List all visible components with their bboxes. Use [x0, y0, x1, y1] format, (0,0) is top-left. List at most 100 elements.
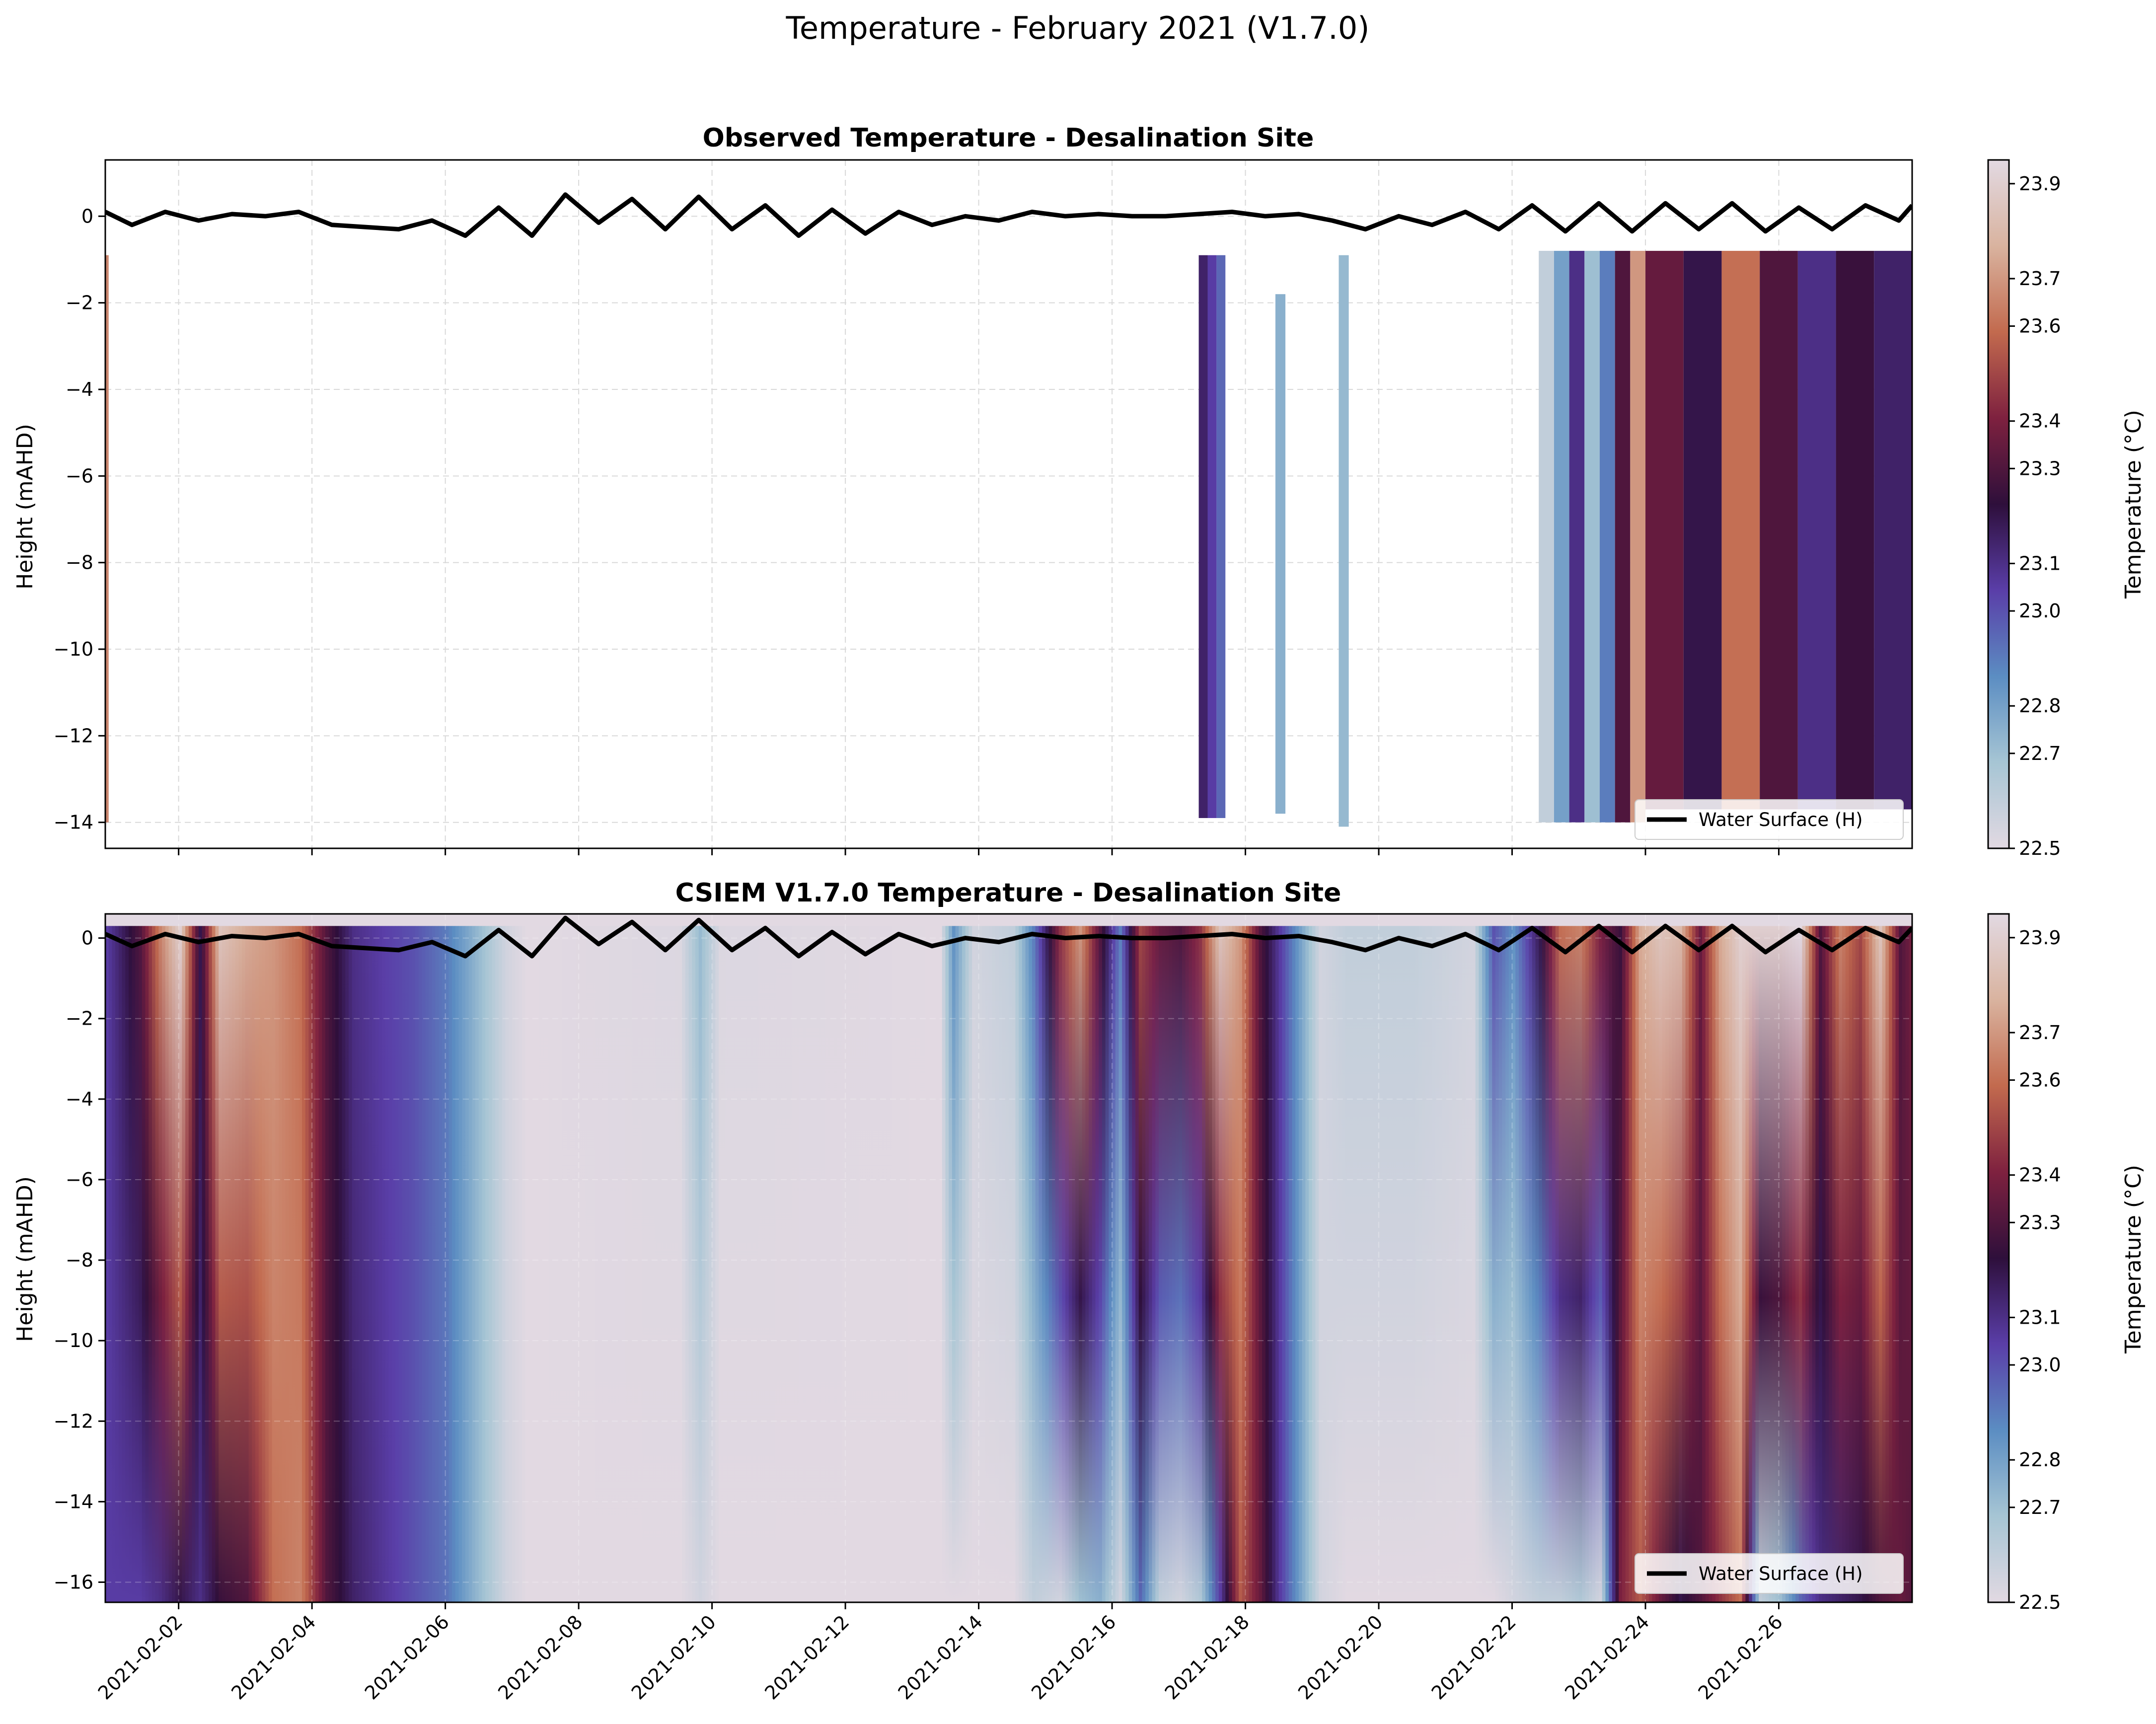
model-data-column	[1185, 926, 1190, 1602]
model-data-column	[485, 926, 489, 1602]
model-data-column	[758, 926, 763, 1602]
observed-data-strip	[1599, 251, 1615, 823]
model-heatmap	[105, 914, 1912, 1602]
model-data-column	[809, 926, 813, 1602]
model-data-column	[1775, 926, 1780, 1602]
model-data-column	[652, 926, 656, 1602]
model-data-column	[1169, 926, 1173, 1602]
model-data-column	[418, 926, 423, 1602]
model-data-column	[1262, 926, 1266, 1602]
model-data-column	[1682, 926, 1686, 1602]
model-data-column	[162, 926, 166, 1602]
model-data-column	[992, 926, 996, 1602]
observed-data-strip	[1216, 255, 1226, 818]
model-data-column	[908, 926, 913, 1602]
model-data-column	[238, 926, 242, 1602]
model-data-column	[799, 926, 803, 1602]
observed-data-strip	[1721, 251, 1760, 810]
model-data-column	[622, 926, 626, 1602]
model-data-column	[1399, 926, 1403, 1602]
model-data-column	[1109, 926, 1113, 1602]
colorbar-tick-label: 23.4	[2019, 410, 2061, 432]
model-data-column	[898, 926, 903, 1602]
model-data-column	[1312, 926, 1316, 1602]
observed-data-strip	[107, 255, 109, 823]
plot-frame	[104, 913, 1913, 1603]
colorbar-tick-label: 23.9	[2019, 173, 2061, 195]
model-data-column	[1592, 926, 1596, 1602]
model-data-column	[1438, 926, 1443, 1602]
model-data-column	[1892, 926, 1896, 1602]
model-data-column	[385, 926, 389, 1602]
model-data-column	[1358, 926, 1363, 1602]
model-data-column	[1565, 926, 1569, 1602]
model-data-column	[1195, 926, 1199, 1602]
model-data-column	[535, 926, 539, 1602]
model-data-column	[168, 926, 173, 1602]
model-data-column	[1115, 926, 1119, 1602]
observed-data-strip	[1569, 251, 1585, 823]
model-data-column	[1909, 926, 1912, 1602]
model-data-column	[1505, 926, 1509, 1602]
model-data-column	[429, 926, 433, 1602]
y-tick-label: −10	[54, 638, 93, 660]
model-data-column	[568, 926, 573, 1602]
x-tick-label: 2021-02-22	[1427, 1611, 1520, 1704]
model-data-column	[1885, 926, 1889, 1602]
model-data-column	[422, 926, 426, 1602]
model-data-column	[302, 926, 306, 1602]
model-data-column	[802, 926, 806, 1602]
model-data-column	[1792, 926, 1796, 1602]
model-data-column	[1125, 926, 1129, 1602]
model-data-column	[692, 926, 696, 1602]
model-data-column	[362, 926, 366, 1602]
model-data-column	[869, 926, 873, 1602]
model-data-column	[1572, 926, 1576, 1602]
colorbar-ramp	[1987, 913, 2010, 1603]
model-data-column	[812, 926, 816, 1602]
model-data-column	[1372, 926, 1376, 1602]
model-data-column	[1472, 926, 1476, 1602]
observed-data-strip	[1615, 251, 1631, 823]
colorbar-tick-label: 22.5	[2019, 1591, 2061, 1613]
model-data-column	[1875, 926, 1879, 1602]
model-data-column	[372, 926, 376, 1602]
model-data-column	[1605, 926, 1609, 1602]
model-data-column	[1202, 926, 1206, 1602]
model-data-column	[228, 926, 232, 1602]
model-data-column	[645, 926, 649, 1602]
model-data-column	[1695, 926, 1700, 1602]
model-data-column	[642, 926, 646, 1602]
model-data-column	[732, 926, 736, 1602]
observed-data-strip	[1207, 255, 1217, 818]
model-data-column	[842, 926, 846, 1602]
model-data-column	[462, 926, 466, 1602]
model-data-column	[225, 926, 229, 1602]
model-data-column	[1102, 926, 1106, 1602]
model-data-column	[1078, 926, 1083, 1602]
model-data-column	[1259, 926, 1263, 1602]
model-data-column	[308, 926, 312, 1602]
model-data-column	[1435, 926, 1439, 1602]
model-data-column	[1225, 926, 1229, 1602]
plot-frame	[104, 159, 1913, 849]
model-data-column	[1622, 926, 1626, 1602]
model-data-column	[1268, 926, 1273, 1602]
model-data-column	[565, 926, 569, 1602]
model-data-column	[942, 926, 946, 1602]
model-data-column	[1445, 926, 1449, 1602]
model-data-column	[538, 926, 543, 1602]
model-data-column	[1759, 926, 1763, 1602]
model-data-column	[312, 926, 316, 1602]
model-data-column	[1588, 926, 1593, 1602]
model-data-column	[472, 926, 476, 1602]
model-data-column	[1019, 926, 1023, 1602]
model-data-column	[272, 926, 276, 1602]
model-data-column	[545, 926, 549, 1602]
model-data-column	[1732, 926, 1736, 1602]
model-data-column	[1642, 926, 1646, 1602]
model-data-column	[608, 926, 613, 1602]
water-surface-line	[105, 915, 1912, 959]
model-data-column	[915, 926, 919, 1602]
model-data-column	[185, 926, 189, 1602]
